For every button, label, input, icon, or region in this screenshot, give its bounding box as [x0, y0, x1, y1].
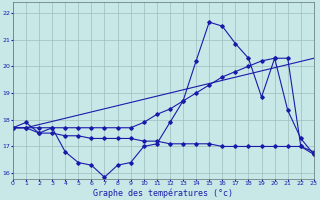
- X-axis label: Graphe des températures (°c): Graphe des températures (°c): [93, 188, 233, 198]
